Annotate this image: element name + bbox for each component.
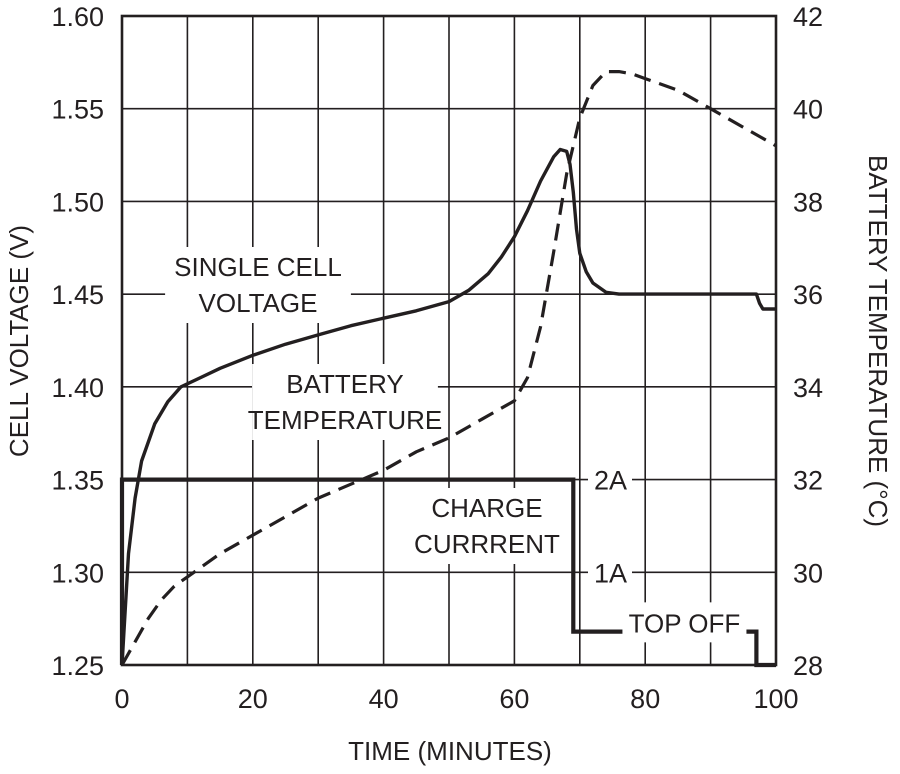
current-tick-label: 1A [594, 558, 627, 588]
series-line-2 [120, 69, 777, 666]
temperature-label-line: BATTERY [286, 369, 404, 399]
y-right-tick-label: 32 [793, 466, 823, 496]
y-left-tick-label: 1.50 [51, 187, 104, 217]
tick-labels: 1.25 1.30 1.35 1.40 1.45 1.50 1.55 1.60 28 30 32 34… [51, 2, 823, 714]
voltage-label-line: SINGLE CELL [174, 252, 342, 282]
y-left-tick-label: 1.45 [51, 280, 104, 310]
grid [122, 16, 776, 665]
y-axis-left-title: CELL VOLTAGE (V) [4, 225, 34, 457]
y-right-tick-label: 36 [793, 280, 823, 310]
y-right-tick-label: 42 [793, 2, 823, 32]
y-right-tick-label: 40 [793, 95, 823, 125]
voltage-label-line: VOLTAGE [199, 288, 318, 318]
x-axis-title: TIME (MINUTES) [348, 736, 552, 766]
voltage-label-bg [165, 247, 351, 323]
y-right-tick-label: 38 [793, 187, 823, 217]
top-off-annotation: TOP OFF [629, 608, 741, 638]
current-label-bg [417, 488, 557, 564]
y-left-tick-label: 1.30 [51, 558, 104, 588]
x-tick-label: 0 [114, 684, 129, 714]
plot-border [120, 14, 778, 667]
x-tick-label: 80 [630, 684, 660, 714]
y-right-tick-label: 30 [793, 558, 823, 588]
current-label-line: CURRRENT [414, 529, 560, 559]
y-left-tick-label: 1.25 [51, 651, 104, 681]
y-left-tick-label: 1.40 [51, 373, 104, 403]
plot-frame [120, 14, 778, 667]
current-tick-bg [588, 462, 632, 497]
temperature-label-bg [252, 364, 438, 440]
current-label-line: CHARGE [431, 493, 542, 523]
y-left-tick-label: 1.35 [51, 466, 104, 496]
current-tick-label: 2A [594, 466, 627, 496]
y-left-tick-label: 1.55 [51, 95, 104, 125]
series-labels: SINGLE CELL VOLTAGE BATTERY TEMPERATURE CHAR… [165, 247, 747, 643]
x-tick-label: 20 [238, 684, 268, 714]
y-right-tick-label: 34 [793, 373, 823, 403]
x-tick-label: 40 [369, 684, 399, 714]
annotation-bg [622, 602, 747, 643]
current-tick-bg [588, 555, 632, 590]
y-right-tick-label: 28 [793, 651, 823, 681]
y-left-tick-label: 1.60 [51, 2, 104, 32]
x-tick-label: 60 [499, 684, 529, 714]
series-line-1 [120, 147, 776, 666]
x-tick-label: 100 [753, 684, 798, 714]
temperature-label-line: TEMPERATURE [248, 405, 443, 435]
y-axis-right-title: BATTERY TEMPERATURE (°C) [863, 155, 893, 527]
